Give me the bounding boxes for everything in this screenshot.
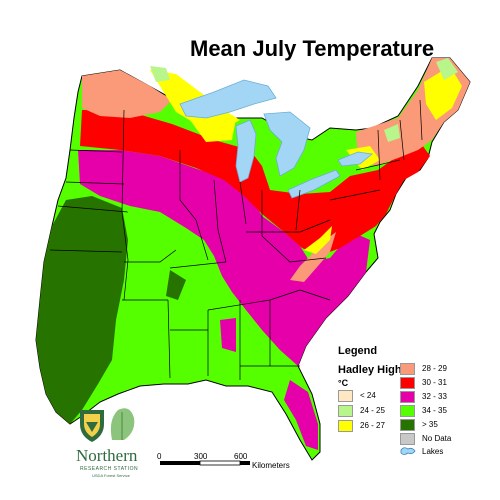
lake-huron xyxy=(263,111,311,177)
lake-ontario xyxy=(337,151,373,167)
logo-line3: USDA Forest Service xyxy=(92,473,130,478)
legend-label-34-35: 34 - 35 xyxy=(422,406,447,415)
legend-heading: Legend xyxy=(338,345,378,357)
state-borders xyxy=(49,99,423,380)
usfs-shield-logo xyxy=(80,410,104,442)
legend-swatch-24-25 xyxy=(338,405,353,417)
leaf-logo xyxy=(110,408,135,440)
zone-26-27-apps xyxy=(304,226,332,254)
legend-label-32-33: 32 - 33 xyxy=(422,392,447,401)
legend-swatch-30-31 xyxy=(400,377,415,389)
zone-26-27-upmi xyxy=(190,118,236,142)
legend-lakes-icon xyxy=(400,447,416,455)
scale-bar xyxy=(160,460,250,466)
zone-24-25-nmn xyxy=(150,66,170,82)
zone-above-35 xyxy=(36,196,128,424)
scale-tick-600: 600 xyxy=(234,452,248,461)
legend-label-no-data: No Data xyxy=(422,434,452,443)
legend-label-gt35: > 35 xyxy=(422,420,438,429)
zone-26-27-maine xyxy=(424,66,462,120)
zone-28-29-northwest xyxy=(82,70,172,118)
lake-michigan xyxy=(235,119,257,183)
zone-30-31 xyxy=(80,110,430,256)
legend-label-28-29: 28 - 29 xyxy=(422,364,447,373)
legend-label-lt24: < 24 xyxy=(360,391,376,400)
legend-swatch-34-35 xyxy=(400,405,415,417)
scale-tick-300: 300 xyxy=(194,452,208,461)
zone-above-35-east xyxy=(166,270,186,300)
zone-24-25-ny xyxy=(384,124,400,142)
lake-erie xyxy=(287,169,341,199)
zone-32-33-florida xyxy=(284,380,318,450)
legend-swatch-no-data xyxy=(400,433,415,445)
zone-24-25-nmaine xyxy=(436,58,458,80)
scale-tick-0: 0 xyxy=(157,452,162,461)
logo-name: Northern xyxy=(76,446,138,465)
scale-unit: Kilometers xyxy=(252,461,290,470)
logo-line2: RESEARCH STATION xyxy=(80,466,139,472)
legend-label-26-27: 26 - 27 xyxy=(360,421,385,430)
zone-32-33-south xyxy=(220,318,236,352)
legend-swatch-lt24 xyxy=(338,390,353,402)
legend-subheading: Hadley High xyxy=(338,364,402,376)
zone-32-33-central xyxy=(78,150,370,366)
legend-swatch-gt35 xyxy=(400,419,415,431)
legend-unit: °C xyxy=(338,378,349,388)
lake-superior xyxy=(179,79,277,119)
legend-label-24-25: 24 - 25 xyxy=(360,406,385,415)
legend-swatch-28-29 xyxy=(400,363,415,375)
legend-label-30-31: 30 - 31 xyxy=(422,378,447,387)
legend-swatch-32-33 xyxy=(400,391,415,403)
legend-label-lakes: Lakes xyxy=(422,447,444,456)
map-title: Mean July Temperature xyxy=(190,36,435,61)
legend-swatch-26-27 xyxy=(338,420,353,432)
